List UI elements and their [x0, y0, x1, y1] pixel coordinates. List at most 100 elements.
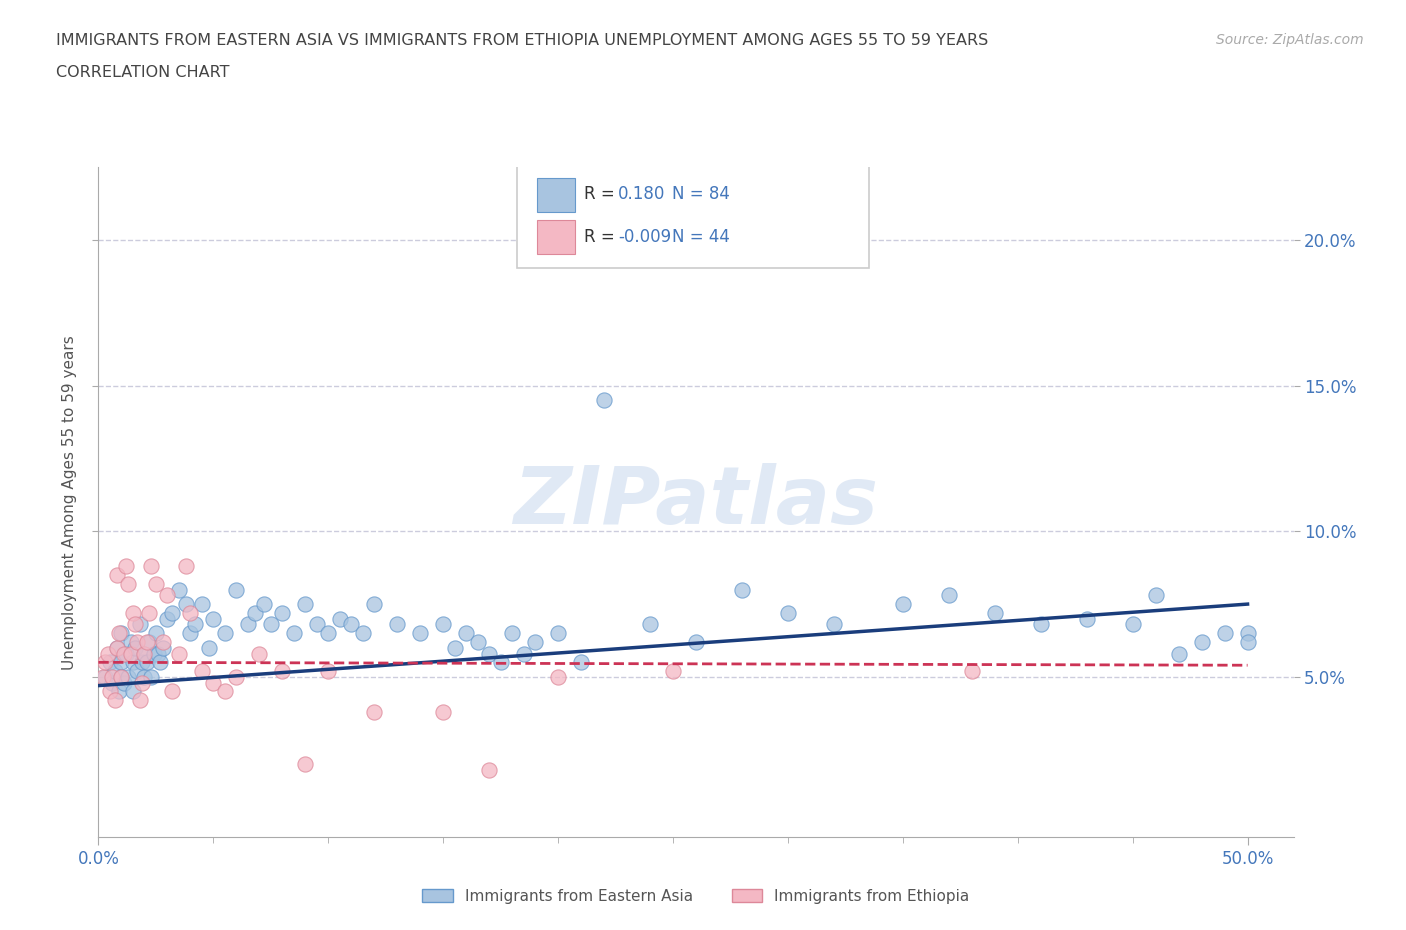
Point	[117, 577, 139, 591]
Text: N = 44: N = 44	[672, 228, 730, 246]
Point	[160, 605, 183, 620]
Point	[142, 646, 165, 661]
Point	[202, 675, 225, 690]
Point	[160, 684, 183, 698]
Point	[236, 617, 259, 631]
Text: IMMIGRANTS FROM EASTERN ASIA VS IMMIGRANTS FROM ETHIOPIA UNEMPLOYMENT AMONG AGES: IMMIGRANTS FROM EASTERN ASIA VS IMMIGRAN…	[56, 33, 988, 47]
Point	[253, 597, 276, 612]
Point	[938, 588, 960, 603]
Text: CORRELATION CHART: CORRELATION CHART	[56, 65, 229, 80]
FancyBboxPatch shape	[537, 179, 575, 212]
Point	[184, 617, 207, 631]
Point	[524, 634, 547, 649]
Point	[1144, 588, 1167, 603]
Point	[363, 597, 385, 612]
Point	[547, 626, 569, 641]
Point	[122, 684, 145, 698]
Point	[214, 626, 236, 641]
Point	[167, 646, 190, 661]
Point	[97, 646, 120, 661]
Point	[432, 704, 454, 719]
Point	[662, 664, 685, 679]
Point	[167, 582, 190, 597]
Point	[115, 646, 138, 661]
Text: -0.009: -0.009	[619, 228, 672, 246]
Point	[138, 634, 160, 649]
FancyBboxPatch shape	[537, 220, 575, 254]
Point	[984, 605, 1007, 620]
Point	[731, 582, 754, 597]
Legend: Immigrants from Eastern Asia, Immigrants from Ethiopia: Immigrants from Eastern Asia, Immigrants…	[416, 883, 976, 910]
Point	[115, 559, 138, 574]
Point	[960, 664, 983, 679]
Text: ZIPatlas: ZIPatlas	[513, 463, 879, 541]
Point	[512, 646, 534, 661]
Point	[891, 597, 914, 612]
Point	[138, 605, 160, 620]
Point	[1167, 646, 1189, 661]
Text: R =: R =	[583, 185, 620, 203]
Point	[191, 664, 214, 679]
Point	[145, 577, 167, 591]
Point	[1236, 634, 1258, 649]
Point	[135, 634, 157, 649]
Point	[271, 605, 294, 620]
Point	[1076, 611, 1098, 626]
Point	[149, 655, 172, 670]
Point	[134, 646, 156, 661]
Point	[112, 646, 135, 661]
Point	[105, 641, 128, 656]
Point	[214, 684, 236, 698]
Point	[283, 626, 305, 641]
Point	[110, 626, 132, 641]
Point	[127, 634, 149, 649]
Point	[823, 617, 845, 631]
Point	[329, 611, 352, 626]
Point	[110, 655, 132, 670]
Point	[120, 646, 142, 661]
Point	[478, 763, 501, 777]
Point	[101, 675, 124, 690]
Text: 0.180: 0.180	[619, 185, 665, 203]
Point	[94, 670, 117, 684]
Point	[105, 641, 128, 656]
Point	[108, 626, 131, 641]
Point	[467, 634, 489, 649]
Point	[638, 617, 661, 631]
Point	[409, 626, 432, 641]
Point	[131, 655, 153, 670]
Point	[340, 617, 363, 631]
Point	[191, 597, 214, 612]
Point	[260, 617, 283, 631]
Point	[128, 617, 150, 631]
Point	[112, 675, 135, 690]
Point	[685, 634, 707, 649]
Point	[456, 626, 478, 641]
Point	[145, 626, 167, 641]
Point	[443, 641, 465, 656]
Y-axis label: Unemployment Among Ages 55 to 59 years: Unemployment Among Ages 55 to 59 years	[62, 335, 77, 670]
Point	[103, 693, 125, 708]
Point	[316, 626, 339, 641]
Point	[174, 559, 197, 574]
Point	[1122, 617, 1144, 631]
Point	[156, 588, 179, 603]
Point	[124, 617, 146, 631]
Point	[122, 605, 145, 620]
Point	[1191, 634, 1213, 649]
Point	[156, 611, 179, 626]
Point	[352, 626, 374, 641]
Point	[124, 641, 146, 656]
Point	[152, 634, 174, 649]
Point	[363, 704, 385, 719]
Text: R =: R =	[583, 228, 620, 246]
Point	[225, 582, 247, 597]
Point	[91, 670, 114, 684]
Point	[593, 219, 616, 233]
Point	[152, 641, 174, 656]
Point	[1236, 626, 1258, 641]
Point	[127, 664, 149, 679]
Point	[117, 670, 139, 684]
Text: Source: ZipAtlas.com: Source: ZipAtlas.com	[1216, 33, 1364, 46]
Point	[110, 670, 132, 684]
